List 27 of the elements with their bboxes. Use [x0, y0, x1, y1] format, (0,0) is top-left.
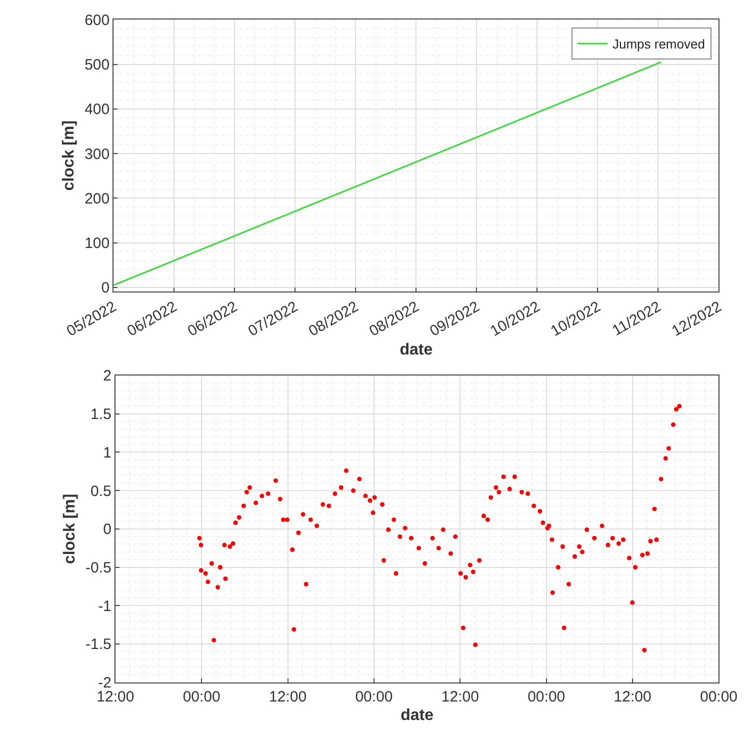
y-tick-label: 0.5 [90, 482, 112, 500]
y-tick-label: 500 [84, 56, 110, 74]
legend-label: Jumps removed [612, 36, 705, 52]
x-tick-label: 00:00 [700, 688, 738, 706]
y-axis-title: clock [m] [61, 494, 78, 564]
x-tick-label: 12:00 [269, 688, 307, 706]
x-tick-label: 12:00 [614, 688, 652, 706]
y-tick-label: 2 [103, 368, 112, 385]
y-tick-label: 1 [103, 444, 112, 462]
x-tick-label: 00:00 [528, 688, 566, 706]
y-tick-label: -1.5 [86, 636, 112, 654]
y-tick-label: 0 [101, 280, 110, 297]
y-tick-label: 600 [84, 12, 110, 29]
x-axis-title: date [400, 707, 434, 724]
x-axis-title: date [400, 342, 433, 359]
y-tick-label: -0.5 [86, 560, 112, 577]
x-tick-label: 12:00 [441, 688, 479, 706]
x-tick-label: 00:00 [182, 688, 220, 706]
y-tick-label: 300 [84, 146, 110, 163]
y-tick-label: 400 [84, 101, 110, 118]
y-tick-label: 0 [103, 521, 112, 538]
x-tick-label: 00:00 [355, 688, 393, 706]
y-tick-label: 1.5 [90, 406, 112, 424]
y-tick-label: -1 [98, 598, 112, 615]
y-tick-label: 100 [84, 235, 110, 252]
y-axis-title: clock [m] [60, 120, 78, 191]
y-tick-label: 200 [84, 190, 110, 208]
